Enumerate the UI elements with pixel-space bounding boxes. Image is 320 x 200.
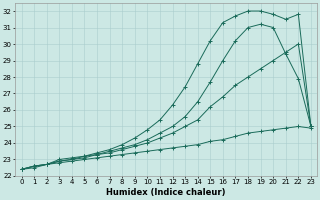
X-axis label: Humidex (Indice chaleur): Humidex (Indice chaleur) [107,188,226,197]
